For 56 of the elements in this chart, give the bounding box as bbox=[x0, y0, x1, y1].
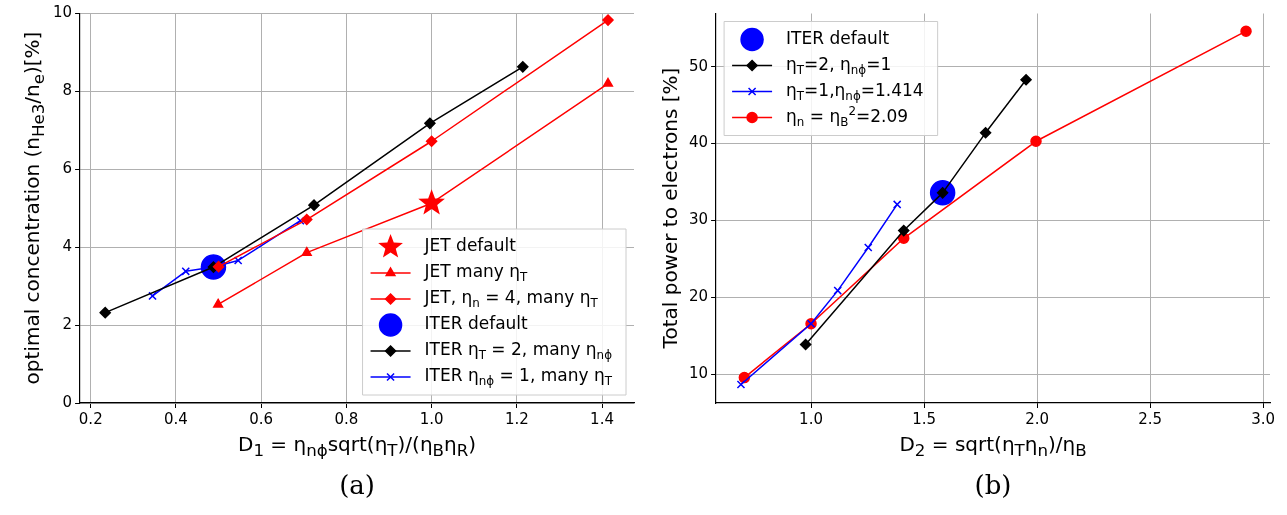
point bbox=[1240, 25, 1252, 37]
y-tick-label: 10 bbox=[688, 364, 709, 383]
y-tick-label: 0 bbox=[62, 392, 73, 411]
point bbox=[833, 286, 843, 295]
legend-label: ITER default bbox=[424, 313, 529, 334]
point bbox=[979, 127, 992, 139]
point bbox=[892, 200, 902, 209]
x-tick-label: 0.6 bbox=[249, 409, 274, 428]
y-tick-label: 8 bbox=[62, 81, 73, 100]
y-tick-label: 4 bbox=[62, 237, 73, 256]
y-tick-label: 50 bbox=[688, 56, 709, 75]
point bbox=[1020, 73, 1032, 86]
x-tick-label: 3.0 bbox=[1251, 409, 1276, 428]
text: (a) bbox=[339, 470, 375, 500]
point bbox=[1030, 135, 1042, 148]
point bbox=[602, 14, 614, 26]
x-tick-label: 1.2 bbox=[504, 409, 529, 428]
point bbox=[424, 117, 436, 130]
x-tick-label: 2.0 bbox=[1025, 409, 1050, 428]
point bbox=[736, 380, 746, 389]
x-tick-label: 1.5 bbox=[912, 409, 937, 428]
point bbox=[99, 306, 111, 319]
point bbox=[233, 256, 243, 265]
text: (b) bbox=[974, 470, 1012, 500]
point bbox=[425, 135, 438, 148]
x-tick-label: 2.5 bbox=[1138, 409, 1163, 428]
x-tick-label: 1.4 bbox=[590, 409, 614, 428]
x-tick-label: 0.8 bbox=[334, 409, 359, 428]
legend-label: ITER default bbox=[786, 27, 890, 48]
text: D$_{1}$ = η$_{nϕ}$sqrt(η$_{T}$)/(η$_{B}$η$_{R}$) bbox=[237, 432, 477, 460]
y-axis-title: Total power to electrons [%] bbox=[658, 67, 682, 349]
point bbox=[418, 189, 445, 215]
point bbox=[517, 61, 529, 73]
point bbox=[863, 243, 873, 252]
point bbox=[301, 213, 313, 226]
point bbox=[308, 199, 320, 211]
x-axis-title: D$_{2}$ = sqrt(η$_{T}$η$_{n}$)/η$_{B}$ bbox=[899, 432, 1087, 460]
y-tick-label: 6 bbox=[62, 159, 73, 178]
point bbox=[181, 267, 191, 276]
x-tick-label: 1.0 bbox=[799, 409, 823, 428]
point bbox=[148, 291, 157, 301]
y-tick-label: 10 bbox=[52, 3, 73, 22]
y-tick-label: 20 bbox=[688, 287, 709, 306]
point bbox=[296, 216, 305, 225]
point bbox=[897, 224, 910, 237]
x-tick-label: 1.0 bbox=[419, 409, 444, 428]
point bbox=[799, 338, 812, 351]
point bbox=[301, 246, 312, 256]
point bbox=[602, 77, 614, 87]
x-tick-label: 0.4 bbox=[164, 409, 188, 428]
y-tick-label: 40 bbox=[688, 133, 709, 152]
y-tick-label: 30 bbox=[688, 210, 709, 229]
x-tick-label: 0.2 bbox=[78, 409, 103, 428]
legend-label: JET default bbox=[423, 235, 517, 256]
y-tick-label: 2 bbox=[62, 314, 73, 333]
point bbox=[213, 298, 224, 308]
